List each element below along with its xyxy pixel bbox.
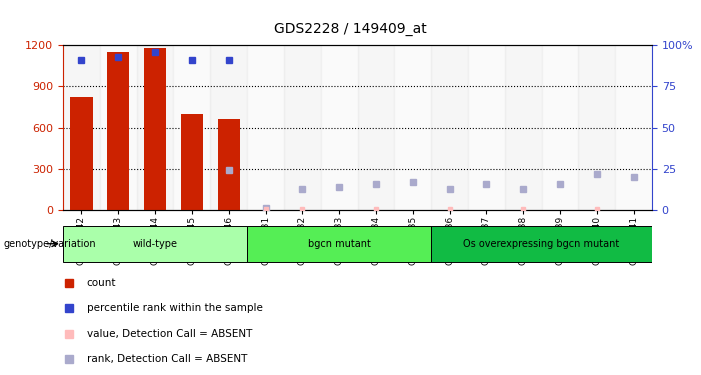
Bar: [100, 45, 137, 210]
Bar: [505, 45, 542, 210]
Bar: [174, 45, 210, 210]
Bar: [578, 45, 615, 210]
Bar: [394, 45, 431, 210]
Bar: [431, 45, 468, 210]
Bar: [137, 45, 174, 210]
Text: value, Detection Call = ABSENT: value, Detection Call = ABSENT: [87, 329, 252, 339]
Text: percentile rank within the sample: percentile rank within the sample: [87, 303, 262, 313]
Bar: [542, 45, 578, 210]
Text: Os overexpressing bgcn mutant: Os overexpressing bgcn mutant: [463, 239, 620, 249]
Bar: [320, 45, 358, 210]
Text: GDS2228 / 149409_at: GDS2228 / 149409_at: [274, 22, 427, 36]
Bar: [468, 45, 505, 210]
Bar: [247, 226, 431, 262]
Text: count: count: [87, 278, 116, 288]
Bar: [247, 45, 284, 210]
Text: wild-type: wild-type: [132, 239, 177, 249]
Bar: [70, 97, 93, 210]
Bar: [210, 45, 247, 210]
Bar: [431, 226, 652, 262]
Bar: [284, 45, 321, 210]
Text: rank, Detection Call = ABSENT: rank, Detection Call = ABSENT: [87, 354, 247, 364]
Bar: [63, 226, 247, 262]
Bar: [107, 52, 129, 210]
Bar: [358, 45, 394, 210]
Bar: [63, 45, 100, 210]
Bar: [144, 48, 166, 210]
Bar: [181, 114, 203, 210]
Text: bgcn mutant: bgcn mutant: [308, 239, 371, 249]
Bar: [218, 119, 240, 210]
Bar: [615, 45, 652, 210]
Text: genotype/variation: genotype/variation: [4, 239, 96, 249]
